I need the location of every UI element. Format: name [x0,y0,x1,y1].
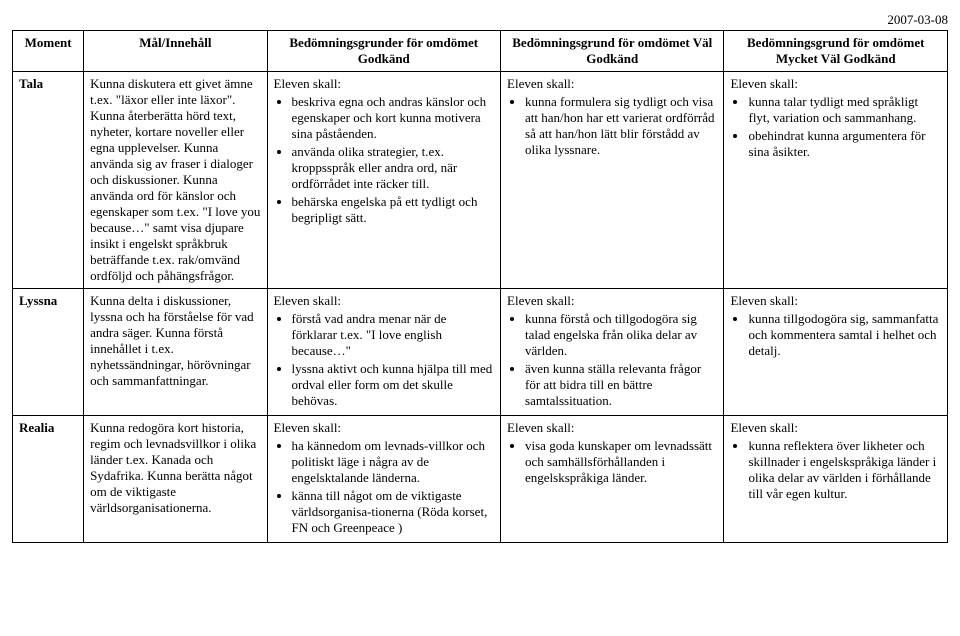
mal-cell: Kunna delta i diskussioner, lyssna och h… [84,289,267,416]
document-date: 2007-03-08 [12,12,948,28]
list-item: obehindrat kunna argumentera för sina ås… [748,128,941,160]
eleven-lead: Eleven skall: [730,76,941,92]
vg-cell: Eleven skall: kunna förstå och tillgodog… [501,289,724,416]
mvg-list: kunna tillgodogöra sig, sammanfatta och … [748,311,941,359]
vg-cell: Eleven skall: kunna formulera sig tydlig… [501,72,724,289]
moment-cell: Lyssna [13,289,84,416]
g-cell: Eleven skall: ha kännedom om levnads-vil… [267,416,500,543]
table-row: Lyssna Kunna delta i diskussioner, lyssn… [13,289,948,416]
eleven-lead: Eleven skall: [274,293,494,309]
list-item: lyssna aktivt och kunna hjälpa till med … [292,361,494,409]
list-item: visa goda kunskaper om levnadssätt och s… [525,438,717,486]
col-moment: Moment [13,31,84,72]
col-val-godkand: Bedömningsgrund för omdömet Väl Godkänd [501,31,724,72]
list-item: även kunna ställa relevanta frågor för a… [525,361,717,409]
table-header-row: Moment Mål/Innehåll Bedömningsgrunder fö… [13,31,948,72]
moment-cell: Tala [13,72,84,289]
eleven-lead: Eleven skall: [730,293,941,309]
list-item: kunna formulera sig tydligt och visa att… [525,94,717,158]
mal-cell: Kunna redogöra kort historia, regim och … [84,416,267,543]
list-item: kunna förstå och tillgodogöra sig talad … [525,311,717,359]
eleven-lead: Eleven skall: [507,76,717,92]
list-item: kunna tillgodogöra sig, sammanfatta och … [748,311,941,359]
g-list: förstå vad andra menar när de förklarar … [292,311,494,409]
g-list: ha kännedom om levnads-villkor och polit… [292,438,494,536]
mvg-list: kunna talar tydligt med språkligt flyt, … [748,94,941,160]
table-row: Realia Kunna redogöra kort historia, reg… [13,416,948,543]
col-mycket-val-godkand: Bedömningsgrund för omdömet Mycket Väl G… [724,31,948,72]
table-row: Tala Kunna diskutera ett givet ämne t.ex… [13,72,948,289]
list-item: förstå vad andra menar när de förklarar … [292,311,494,359]
g-list: beskriva egna och andras känslor och ege… [292,94,494,226]
mal-cell: Kunna diskutera ett givet ämne t.ex. "lä… [84,72,267,289]
col-mal: Mål/Innehåll [84,31,267,72]
eleven-lead: Eleven skall: [274,76,494,92]
eleven-lead: Eleven skall: [730,420,941,436]
list-item: använda olika strategier, t.ex. kroppssp… [292,144,494,192]
list-item: behärska engelska på ett tydligt och beg… [292,194,494,226]
list-item: känna till något om de viktigaste världs… [292,488,494,536]
mvg-list: kunna reflektera över likheter och skill… [748,438,941,502]
eleven-lead: Eleven skall: [507,293,717,309]
vg-list: kunna förstå och tillgodogöra sig talad … [525,311,717,409]
mvg-cell: Eleven skall: kunna tillgodogöra sig, sa… [724,289,948,416]
vg-list: kunna formulera sig tydligt och visa att… [525,94,717,158]
assessment-table: Moment Mål/Innehåll Bedömningsgrunder fö… [12,30,948,543]
list-item: ha kännedom om levnads-villkor och polit… [292,438,494,486]
mvg-cell: Eleven skall: kunna talar tydligt med sp… [724,72,948,289]
mvg-cell: Eleven skall: kunna reflektera över likh… [724,416,948,543]
g-cell: Eleven skall: förstå vad andra menar när… [267,289,500,416]
eleven-lead: Eleven skall: [507,420,717,436]
moment-cell: Realia [13,416,84,543]
g-cell: Eleven skall: beskriva egna och andras k… [267,72,500,289]
col-godkand: Bedömningsgrunder för omdömet Godkänd [267,31,500,72]
eleven-lead: Eleven skall: [274,420,494,436]
vg-cell: Eleven skall: visa goda kunskaper om lev… [501,416,724,543]
vg-list: visa goda kunskaper om levnadssätt och s… [525,438,717,486]
list-item: kunna reflektera över likheter och skill… [748,438,941,502]
list-item: kunna talar tydligt med språkligt flyt, … [748,94,941,126]
list-item: beskriva egna och andras känslor och ege… [292,94,494,142]
